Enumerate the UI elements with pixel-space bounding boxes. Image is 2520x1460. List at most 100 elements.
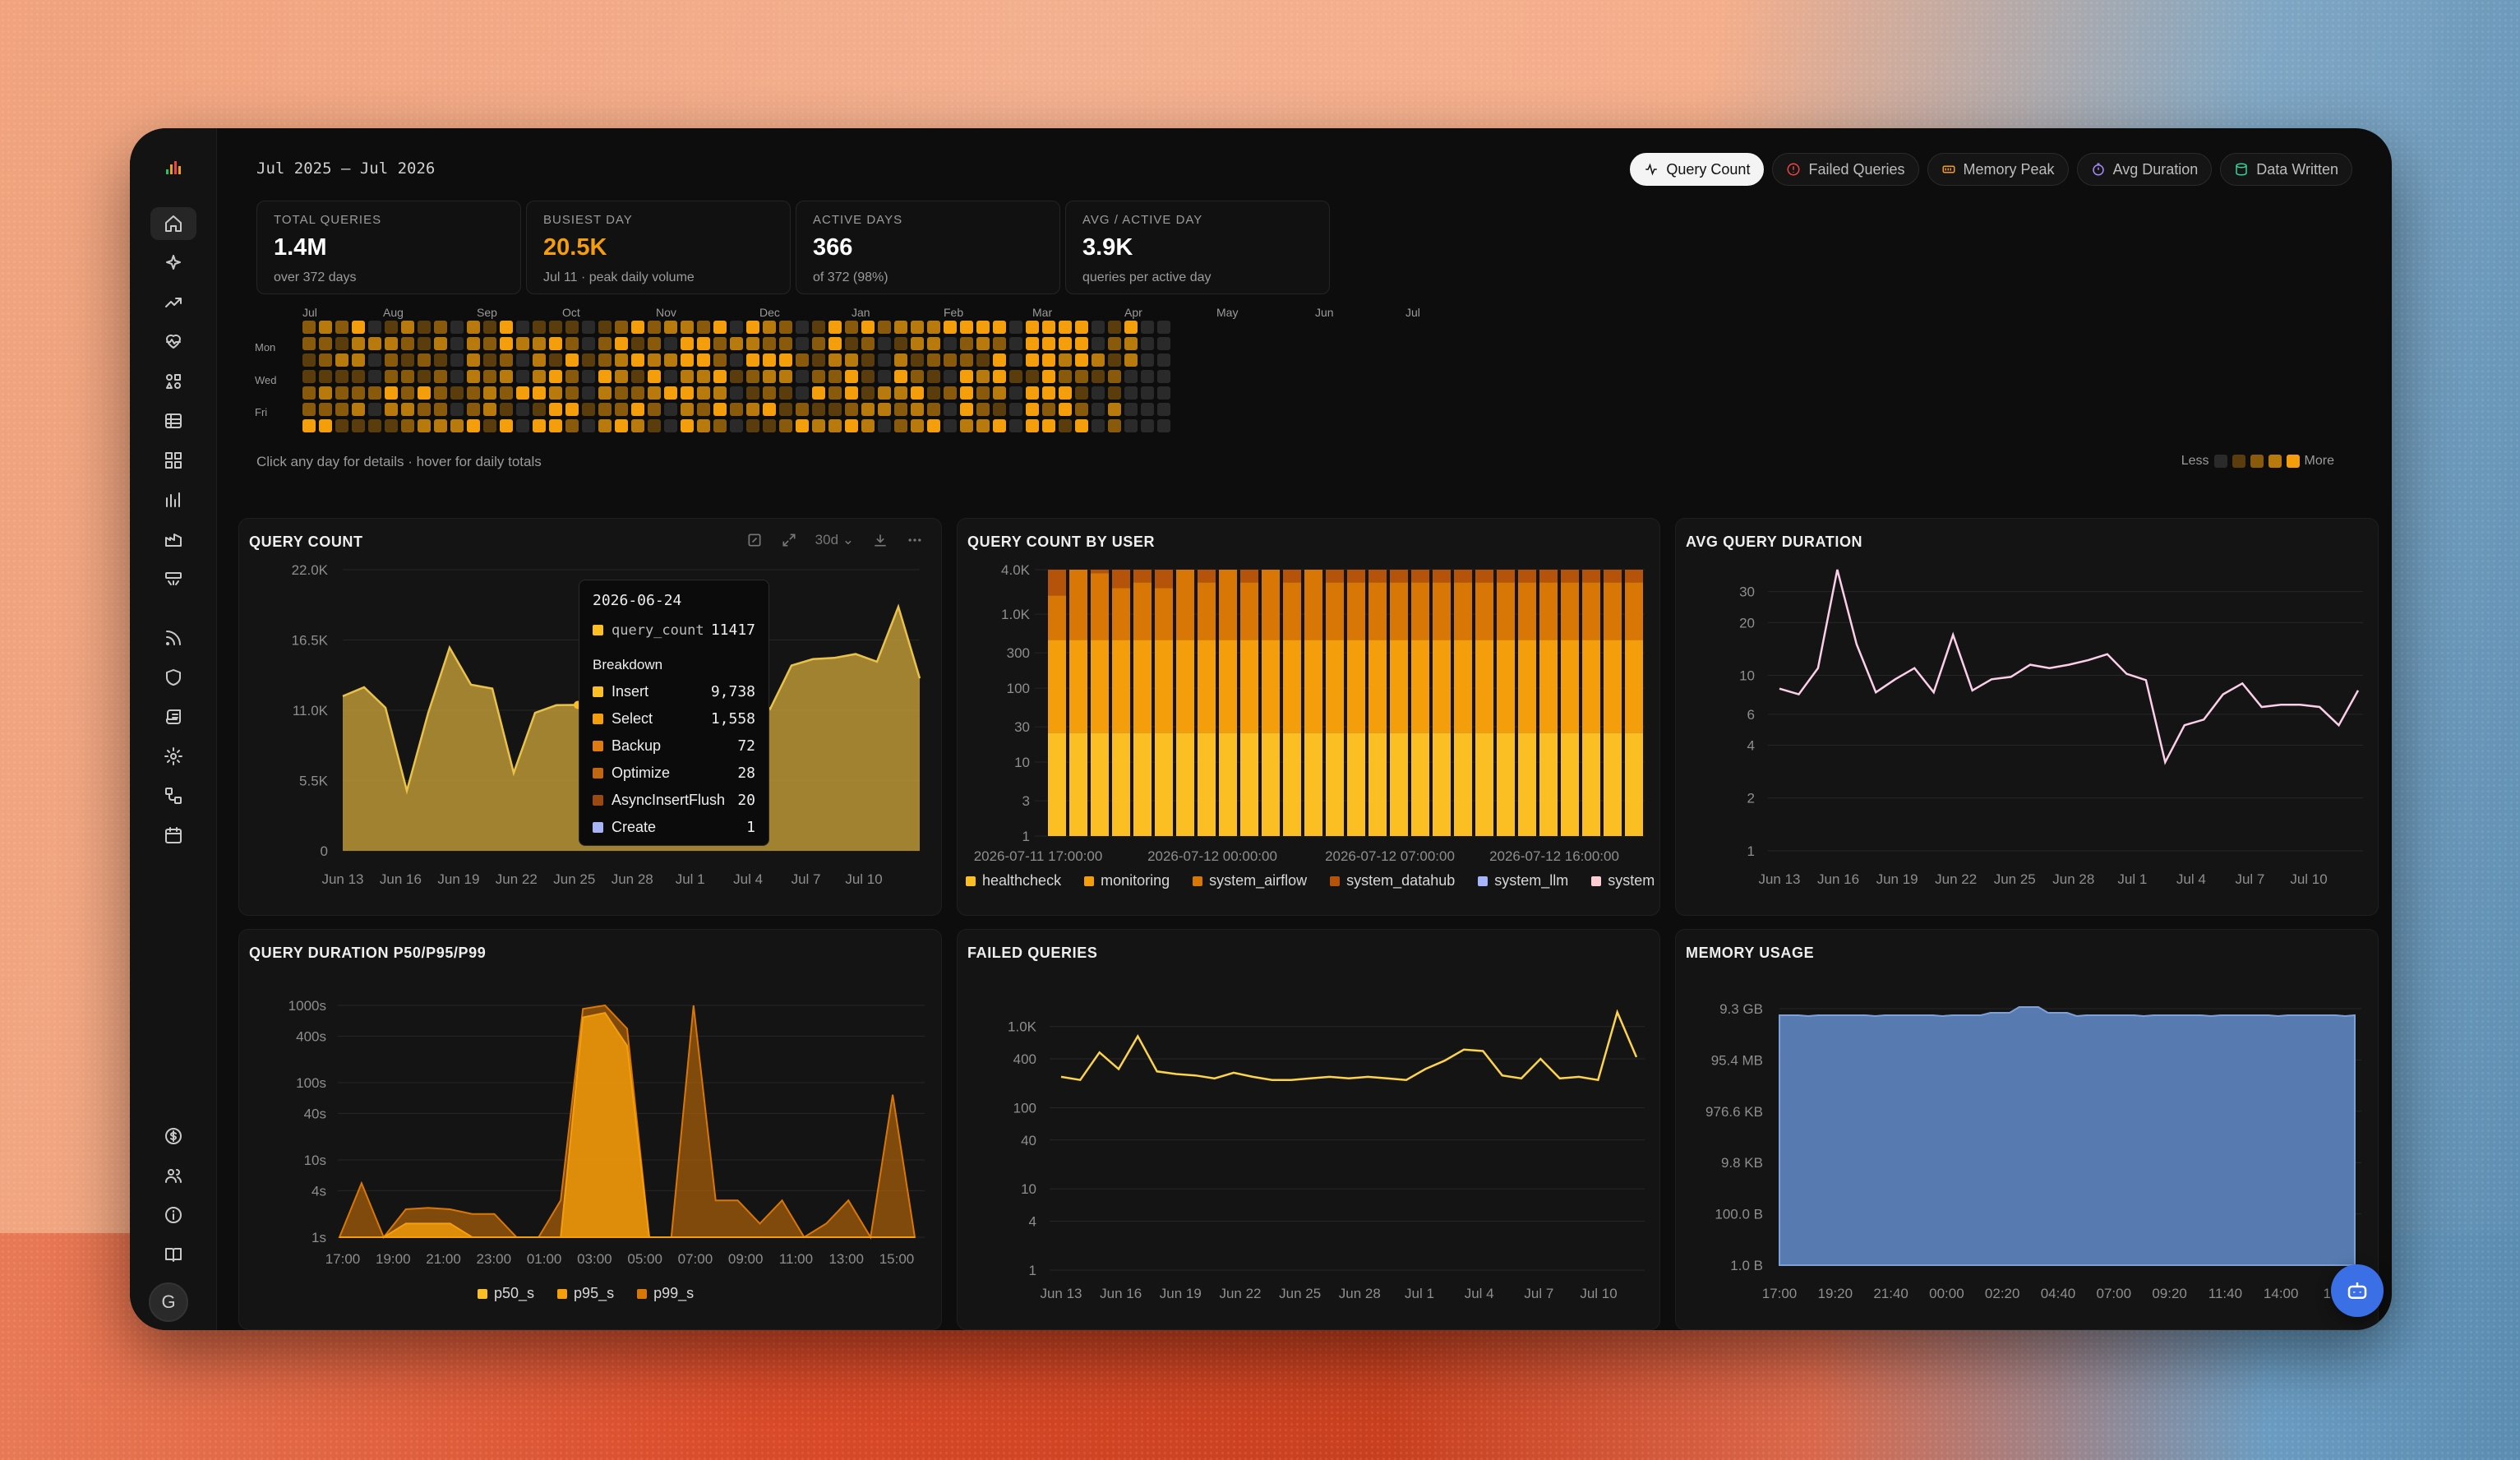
heatmap-cell[interactable] (993, 403, 1006, 416)
bar-segment[interactable] (1262, 570, 1280, 640)
heatmap-cell[interactable] (944, 403, 957, 416)
legend-item[interactable]: p99_s (637, 1285, 694, 1302)
bar-segment[interactable] (1454, 640, 1472, 733)
heatmap-cell[interactable] (598, 403, 612, 416)
bar-segment[interactable] (1347, 640, 1365, 733)
heatmap-cell[interactable] (533, 337, 546, 350)
heatmap-cell[interactable] (796, 337, 809, 350)
heatmap-cell[interactable] (533, 386, 546, 400)
heatmap-cell[interactable] (302, 419, 316, 432)
heatmap-cell[interactable] (533, 321, 546, 334)
heatmap-cell[interactable] (845, 370, 858, 383)
bar-segment[interactable] (1112, 588, 1130, 640)
heatmap-cell[interactable] (1059, 321, 1072, 334)
heatmap-cell[interactable] (401, 370, 414, 383)
bar-segment[interactable] (1176, 732, 1194, 836)
download-icon[interactable] (872, 532, 888, 548)
heatmap-cell[interactable] (319, 337, 332, 350)
heatmap-cell[interactable] (533, 403, 546, 416)
heatmap-cell[interactable] (681, 403, 694, 416)
bar-segment[interactable] (1219, 640, 1237, 733)
bar-segment[interactable] (1155, 732, 1173, 836)
heatmap-cell[interactable] (1157, 370, 1170, 383)
heatmap-cell[interactable] (582, 353, 595, 367)
heatmap-cell[interactable] (631, 386, 644, 400)
heatmap-cell[interactable] (1009, 419, 1022, 432)
heatmap-cell[interactable] (713, 337, 727, 350)
heatmap-cell[interactable] (368, 403, 381, 416)
heatmap-cell[interactable] (1026, 337, 1039, 350)
heatmap-cell[interactable] (746, 353, 759, 367)
series-area[interactable] (1779, 1006, 2356, 1266)
heatmap-cell[interactable] (812, 337, 825, 350)
heatmap-cell[interactable] (434, 386, 447, 400)
heatmap-cell[interactable] (615, 370, 628, 383)
heatmap-cell[interactable] (1108, 337, 1121, 350)
legend-item[interactable]: p50_s (478, 1285, 534, 1302)
heatmap-cell[interactable] (1108, 386, 1121, 400)
heatmap-cell[interactable] (1042, 419, 1055, 432)
bar-segment[interactable] (1048, 732, 1066, 836)
heatmap-cell[interactable] (500, 403, 513, 416)
heatmap-cell[interactable] (1075, 353, 1088, 367)
heatmap-cell[interactable] (960, 386, 973, 400)
heatmap-cell[interactable] (828, 403, 842, 416)
heatmap-cell[interactable] (598, 419, 612, 432)
heatmap-cell[interactable] (861, 353, 875, 367)
heatmap-cell[interactable] (467, 419, 480, 432)
bar-segment[interactable] (1497, 640, 1515, 733)
heatmap-cell[interactable] (335, 321, 348, 334)
heatmap-cell[interactable] (418, 386, 431, 400)
legend-item[interactable]: system (1591, 872, 1655, 889)
heatmap-cell[interactable] (1042, 337, 1055, 350)
heatmap-cell[interactable] (993, 353, 1006, 367)
bar-segment[interactable] (1198, 582, 1216, 640)
heatmap-cell[interactable] (894, 403, 907, 416)
heatmap-cell[interactable] (1026, 386, 1039, 400)
bar-segment[interactable] (1176, 640, 1194, 733)
heatmap-cell[interactable] (993, 370, 1006, 383)
heatmap-cell[interactable] (1157, 353, 1170, 367)
bar-segment[interactable] (1518, 640, 1536, 733)
heatmap-cell[interactable] (302, 386, 316, 400)
bar-segment[interactable] (1497, 732, 1515, 836)
heatmap-cell[interactable] (352, 370, 365, 383)
heatmap-cell[interactable] (894, 353, 907, 367)
heatmap-cell[interactable] (565, 419, 579, 432)
heatmap-cell[interactable] (713, 353, 727, 367)
bar-segment[interactable] (1604, 570, 1622, 583)
heatmap-cell[interactable] (516, 353, 529, 367)
heatmap-cell[interactable] (598, 386, 612, 400)
heatmap-cell[interactable] (1075, 403, 1088, 416)
heatmap-cell[interactable] (796, 321, 809, 334)
bar-segment[interactable] (1518, 732, 1536, 836)
heatmap-cell[interactable] (861, 337, 875, 350)
bar-segment[interactable] (1518, 570, 1536, 583)
bar-segment[interactable] (1604, 732, 1622, 836)
heatmap-cell[interactable] (861, 386, 875, 400)
heatmap-cell[interactable] (500, 370, 513, 383)
heatmap-cell[interactable] (697, 337, 710, 350)
heatmap-cell[interactable] (615, 419, 628, 432)
heatmap-cell[interactable] (533, 353, 546, 367)
bar-segment[interactable] (1368, 582, 1387, 640)
bar-segment[interactable] (1240, 640, 1258, 733)
avg-duration-chart[interactable]: 1 2 4 6 10 20 30 Jun 13 Jun 16 Jun 19 Jun 22 Jun 25… (1676, 519, 2379, 916)
heatmap-cell[interactable] (828, 321, 842, 334)
bar-segment[interactable] (1625, 570, 1643, 583)
bar-segment[interactable] (1561, 640, 1579, 733)
heatmap-cell[interactable] (681, 370, 694, 383)
heatmap-cell[interactable] (648, 321, 661, 334)
bar-segment[interactable] (1048, 640, 1066, 733)
bar-segment[interactable] (1240, 570, 1258, 583)
heatmap-cell[interactable] (1124, 337, 1138, 350)
legend-item[interactable]: p95_s (557, 1285, 614, 1302)
heatmap-cell[interactable] (1108, 403, 1121, 416)
heatmap-cell[interactable] (878, 403, 891, 416)
bar-segment[interactable] (1539, 582, 1558, 640)
bar-segment[interactable] (1283, 732, 1301, 836)
heatmap-cell[interactable] (664, 419, 677, 432)
heatmap-cell[interactable] (894, 386, 907, 400)
heatmap-cell[interactable] (730, 386, 743, 400)
heatmap-cell[interactable] (352, 337, 365, 350)
